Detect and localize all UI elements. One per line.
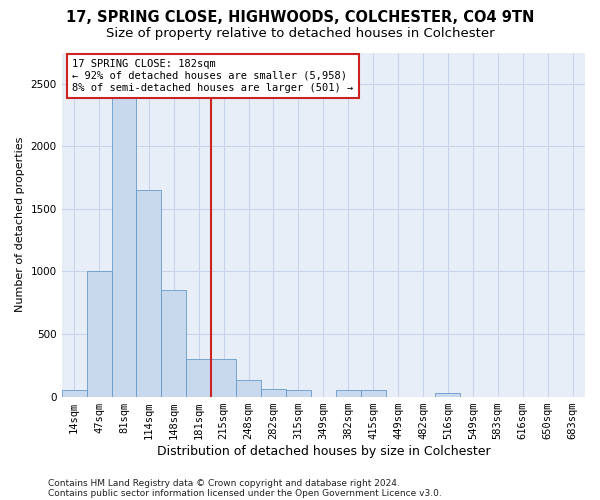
Bar [436,394,460,396]
Bar [62,390,86,396]
Bar [286,390,311,396]
Text: 17 SPRING CLOSE: 182sqm
← 92% of detached houses are smaller (5,958)
8% of semi-: 17 SPRING CLOSE: 182sqm ← 92% of detache… [72,60,353,92]
Text: Contains public sector information licensed under the Open Government Licence v3: Contains public sector information licen… [48,488,442,498]
Bar [361,390,386,396]
Bar [336,390,361,396]
X-axis label: Distribution of detached houses by size in Colchester: Distribution of detached houses by size … [157,444,490,458]
Bar [161,290,186,397]
Text: Contains HM Land Registry data © Crown copyright and database right 2024.: Contains HM Land Registry data © Crown c… [48,478,400,488]
Bar [86,272,112,396]
Bar [211,359,236,397]
Bar [112,90,136,396]
Bar [186,359,211,397]
Bar [236,380,261,396]
Bar [261,389,286,396]
Text: Size of property relative to detached houses in Colchester: Size of property relative to detached ho… [106,28,494,40]
Y-axis label: Number of detached properties: Number of detached properties [15,137,25,312]
Bar [136,190,161,396]
Text: 17, SPRING CLOSE, HIGHWOODS, COLCHESTER, CO4 9TN: 17, SPRING CLOSE, HIGHWOODS, COLCHESTER,… [66,10,534,25]
